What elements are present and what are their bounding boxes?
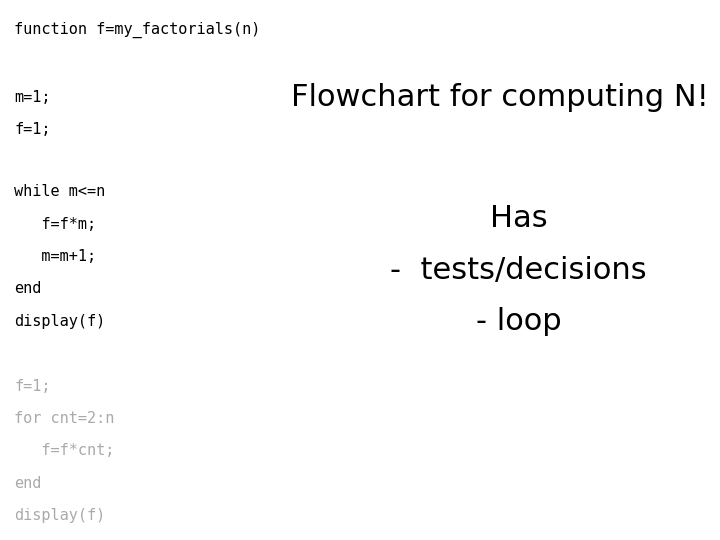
Text: m=m+1;: m=m+1; [14,249,96,264]
Text: -  tests/decisions: - tests/decisions [390,255,647,285]
Text: for cnt=2:n: for cnt=2:n [14,411,114,426]
Text: f=1;: f=1; [14,379,51,394]
Text: display(f): display(f) [14,314,106,329]
Text: function f=my_factorials(n): function f=my_factorials(n) [14,22,261,38]
Text: m=1;: m=1; [14,90,51,105]
Text: Flowchart for computing N!: Flowchart for computing N! [292,83,709,112]
Text: display(f): display(f) [14,508,106,523]
Text: Has: Has [490,204,547,233]
Text: - loop: - loop [476,307,561,336]
Text: while m<=n: while m<=n [14,184,106,199]
Text: end: end [14,476,42,491]
Text: f=1;: f=1; [14,122,51,137]
Text: f=f*m;: f=f*m; [14,217,96,232]
Text: end: end [14,281,42,296]
Text: f=f*cnt;: f=f*cnt; [14,443,114,458]
